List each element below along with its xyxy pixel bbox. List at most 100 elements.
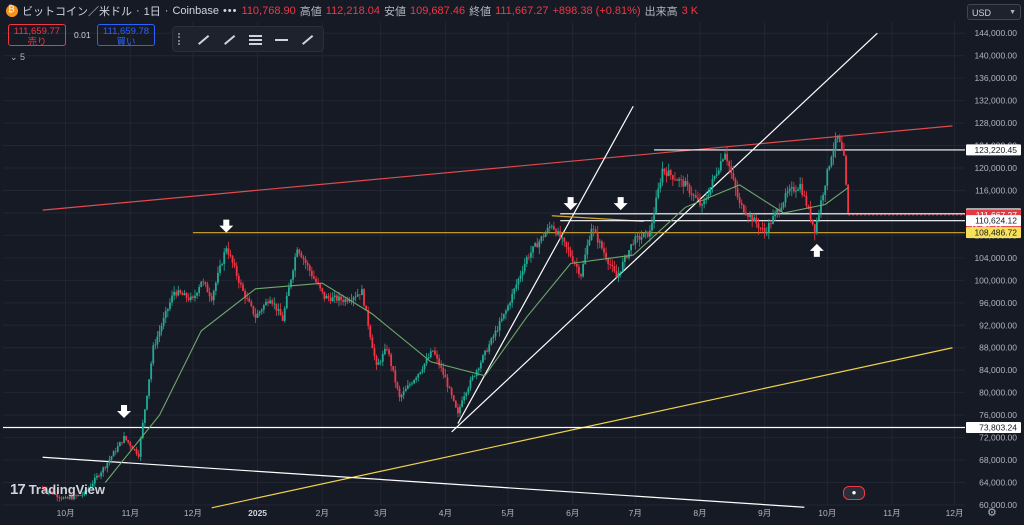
candle-body: [701, 204, 703, 206]
candle-body: [465, 392, 468, 397]
candle-body: [331, 297, 334, 302]
candle-body: [248, 298, 251, 302]
candle-body: [114, 451, 117, 453]
ray-icon[interactable]: [221, 32, 237, 48]
candle-body: [273, 303, 276, 305]
candle-body: [415, 377, 418, 381]
candle-body: [235, 265, 238, 276]
candle-body: [60, 497, 63, 499]
candle-body: [594, 229, 597, 233]
low-value: 109,687.46: [410, 5, 466, 17]
trend-lines[interactable]: [42, 32, 953, 509]
candle-body: [214, 282, 217, 292]
candle-body: [703, 200, 706, 205]
candle-body: [571, 256, 574, 262]
candle-body: [659, 182, 662, 189]
open-value: 110,768.90: [241, 5, 296, 17]
candle-body: [315, 278, 317, 283]
volume-label: 出来高: [644, 6, 678, 18]
candle-body: [836, 135, 839, 139]
candle-body: [609, 264, 612, 266]
candle-body: [262, 305, 265, 310]
interval-label[interactable]: 1日: [143, 6, 161, 18]
time-tick-label: 10月: [57, 508, 75, 518]
candle-body: [346, 299, 349, 302]
candle-body: [96, 475, 98, 478]
candle-body: [160, 325, 163, 332]
horizontal-line-icon[interactable]: [273, 32, 289, 48]
candle-body: [260, 309, 263, 312]
candle-body: [191, 296, 194, 298]
candle-body: [125, 435, 128, 441]
candle-body: [200, 281, 203, 287]
candle-body: [527, 257, 530, 258]
candle-body: [308, 265, 311, 271]
candle-body: [196, 292, 198, 296]
gear-icon[interactable]: ⚙: [987, 507, 997, 519]
more-icon[interactable]: •••: [222, 5, 238, 17]
candle-body: [500, 318, 503, 322]
candle-body: [845, 155, 847, 185]
drag-handle-icon[interactable]: [178, 33, 184, 45]
candle-body: [828, 166, 831, 170]
candle-body: [840, 141, 843, 150]
candle-body: [265, 301, 267, 306]
candle-body: [463, 396, 466, 401]
buy-button[interactable]: 111,659.78 買い: [97, 24, 155, 48]
price-tick-label: 64,000.00: [979, 478, 1017, 488]
parallel-channel-icon[interactable]: [247, 32, 263, 48]
candle-body: [494, 330, 497, 337]
candle-body: [400, 395, 403, 398]
candle-body: [676, 179, 678, 181]
candle-body: [267, 301, 269, 304]
candle-body: [765, 232, 768, 234]
candle-body: [730, 166, 733, 174]
candle-body: [442, 367, 445, 375]
time-tick-label: 11月: [883, 508, 900, 518]
trend-line-icon[interactable]: [195, 32, 211, 48]
candle-body: [367, 310, 370, 326]
candle-body: [532, 246, 534, 253]
candle-body: [325, 296, 328, 299]
candle-body: [490, 338, 493, 345]
candle-body: [788, 188, 791, 192]
candle-body: [715, 174, 718, 176]
currency-select[interactable]: USD ▼: [967, 4, 1021, 20]
horizontal-price-lines[interactable]: [3, 149, 965, 429]
candle-body: [813, 224, 816, 234]
candle-body: [212, 291, 215, 301]
candle-body: [183, 293, 186, 296]
candle-body: [185, 293, 188, 298]
time-axis[interactable]: 10月 11月 12月 2025 2月 3月 4月 5月 6月 7月 8月 9月 10月 11月 12月: [57, 508, 964, 518]
candle-body: [148, 379, 150, 396]
candle-body: [669, 170, 672, 176]
price-tags: 123,220.45111,846.95111,667.2712:41:1111…: [966, 144, 1021, 433]
time-tick-label: 2025: [248, 508, 267, 518]
candle-body: [210, 296, 213, 301]
candle-body: [795, 190, 797, 192]
candle-body: [457, 407, 459, 414]
candle-body: [838, 135, 841, 142]
candle-body: [171, 295, 173, 303]
candle-body: [166, 308, 169, 311]
candle-body: [141, 422, 144, 439]
annotation-arrows[interactable]: [117, 197, 824, 418]
symbol-name[interactable]: ビットコイン／米ドル: [22, 6, 132, 18]
candle-body: [131, 446, 134, 449]
candle-body: [565, 241, 568, 247]
extended-line-icon[interactable]: [299, 32, 315, 48]
candle-body: [707, 194, 710, 199]
candle-body: [352, 297, 355, 301]
candle-body: [801, 184, 804, 196]
candle-body: [586, 245, 589, 255]
us-flag-icon[interactable]: ●: [843, 486, 865, 500]
candle-body: [648, 230, 651, 237]
candle-body: [327, 296, 330, 298]
candle-body: [563, 237, 566, 242]
arrow-up-icon: [809, 243, 824, 257]
price-axis[interactable]: 144,000.00 140,000.00 136,000.00 132,000.00…: [974, 28, 1017, 510]
sell-button[interactable]: 111,659.77 売り: [8, 24, 66, 48]
time-tick-label: 9月: [758, 508, 771, 518]
indicator-toggle[interactable]: ⌄ 5: [10, 52, 26, 62]
